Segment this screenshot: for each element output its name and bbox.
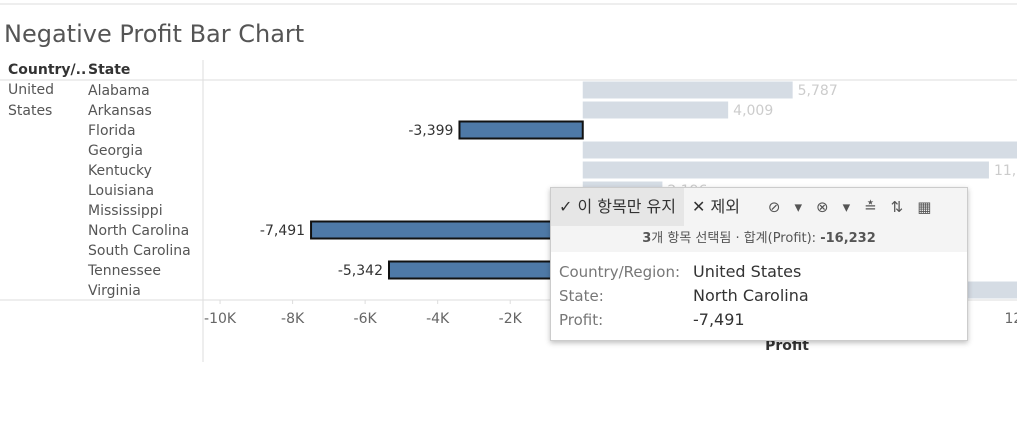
state-label: North Carolina <box>88 223 189 239</box>
field-value: United States <box>693 262 802 281</box>
x-tick-label: -10K <box>204 311 237 327</box>
state-label: Alabama <box>88 83 150 99</box>
tooltip-field: Country/Region: United States <box>551 260 967 284</box>
keep-only-button[interactable]: ✓ 이 항목만 유지 <box>551 188 684 226</box>
country-label: United States <box>8 82 54 119</box>
summary-text: 개 항목 선택됨 · 합계(Profit): <box>651 231 821 246</box>
bar <box>582 81 793 99</box>
field-value: -7,491 <box>693 310 745 329</box>
bar <box>458 120 584 140</box>
toolbar-icons[interactable]: ⊘▾⊗▾≛⇅▦ <box>767 198 946 216</box>
state-label: Georgia <box>88 143 143 159</box>
state-label: Arkansas <box>88 103 152 119</box>
value-label: -7,491 <box>260 223 305 239</box>
exclude-button[interactable]: ✕ 제외 <box>691 197 740 216</box>
tooltip-fields: Country/Region: United States State: North … <box>551 252 967 332</box>
x-tick-label: -6K <box>354 311 378 327</box>
bar <box>582 161 989 179</box>
state-label: Kentucky <box>88 163 152 179</box>
tooltip: ✓ 이 항목만 유지 ✕ 제외 ⊘▾⊗▾≛⇅▦ 3개 항목 선택됨 · 합계(P… <box>550 187 968 341</box>
value-label: -5,342 <box>338 263 383 279</box>
state-label: Florida <box>88 123 136 139</box>
state-label: Louisiana <box>88 183 154 199</box>
summary-count: 3 <box>642 231 652 246</box>
tooltip-field: Profit: -7,491 <box>551 308 967 332</box>
value-label: 4,009 <box>733 103 773 119</box>
row-header: State <box>88 62 130 78</box>
field-label: Profit: <box>559 311 604 329</box>
x-tick-label: 12K <box>1005 311 1017 327</box>
bar <box>582 141 1017 159</box>
state-label: Mississippi <box>88 203 163 219</box>
field-label: Country/Region: <box>559 263 681 281</box>
value-label: -3,399 <box>408 123 453 139</box>
x-axis-label: Profit <box>765 338 809 354</box>
x-tick-label: -2K <box>499 311 523 327</box>
state-label: South Carolina <box>88 243 191 259</box>
summary-value: -16,232 <box>820 231 876 246</box>
row-header: Country/.. <box>8 62 86 78</box>
tooltip-toolbar: ✓ 이 항목만 유지 ✕ 제외 ⊘▾⊗▾≛⇅▦ <box>551 188 967 226</box>
field-label: State: <box>559 287 604 305</box>
chart-title: Negative Profit Bar Chart <box>4 20 304 48</box>
state-label: Virginia <box>88 283 141 299</box>
bar <box>310 220 584 240</box>
value-label: 11,199 <box>994 163 1017 179</box>
bar <box>582 101 729 119</box>
value-label: 5,787 <box>798 83 838 99</box>
field-value: North Carolina <box>693 286 809 305</box>
tooltip-field: State: North Carolina <box>551 284 967 308</box>
x-tick-label: -4K <box>426 311 450 327</box>
tooltip-summary: 3개 항목 선택됨 · 합계(Profit): -16,232 <box>551 226 967 252</box>
state-label: Tennessee <box>87 263 161 279</box>
x-tick-label: -8K <box>281 311 305 327</box>
